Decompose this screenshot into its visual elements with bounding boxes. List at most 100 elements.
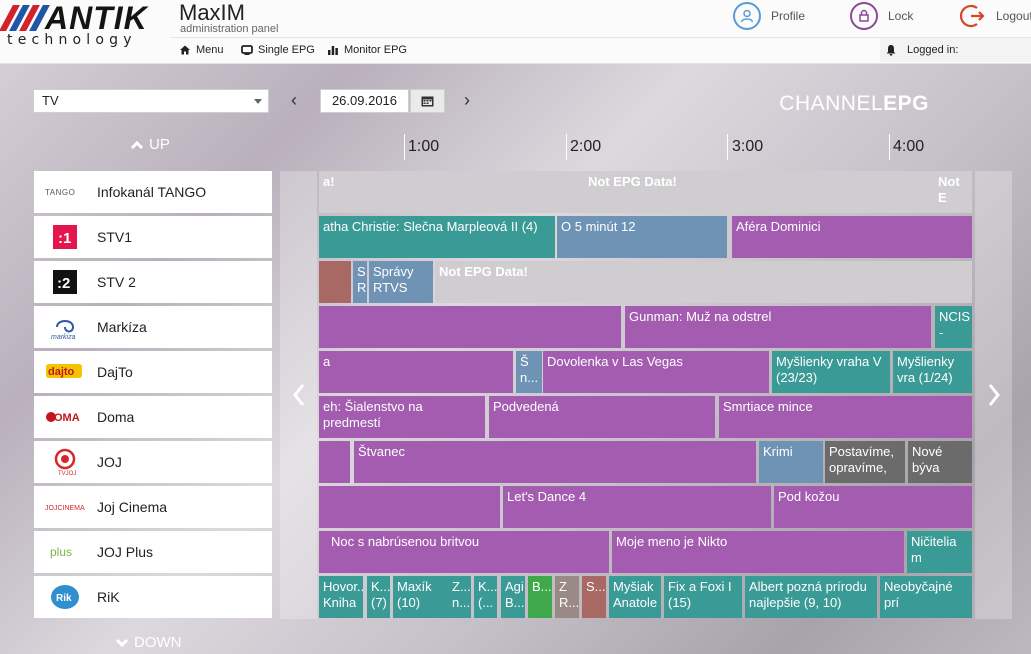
antik-logo: ANTIK: [0, 2, 148, 34]
channel-item[interactable]: :1 STV1: [34, 216, 272, 258]
program-cell[interactable]: K... (7): [367, 576, 390, 618]
nav-single-epg[interactable]: Single EPG: [241, 44, 315, 56]
program-cell[interactable]: K... (...: [474, 576, 497, 618]
no-epg-cell[interactable]: Not EPG Data!: [435, 261, 972, 303]
program-cell[interactable]: Moje meno je Nikto: [612, 531, 904, 573]
program-cell[interactable]: Hovor... Kniha: [319, 576, 363, 618]
scroll-left-button[interactable]: [280, 171, 317, 619]
channel-item[interactable]: :2 STV 2: [34, 261, 272, 303]
no-epg-cell[interactable]: Not EPG Data!: [588, 174, 677, 189]
program-cell[interactable]: O 5 minút 12: [557, 216, 727, 258]
logged-in-label: Logged in:: [907, 44, 959, 56]
channel-item[interactable]: Rik RiK: [34, 576, 272, 618]
program-cell[interactable]: Let's Dance 4: [503, 486, 771, 528]
scroll-up-button[interactable]: UP: [130, 136, 170, 153]
program-cell[interactable]: S...: [582, 576, 606, 618]
view-title-part2: EPG: [883, 92, 929, 115]
program-cell[interactable]: [319, 261, 351, 303]
no-epg-cell[interactable]: Not E: [938, 174, 960, 205]
nav-divider: [170, 37, 1031, 38]
time-tick: [727, 134, 728, 160]
program-cell[interactable]: Dovolenka v Las Vegas: [543, 351, 769, 393]
program-cell[interactable]: S R: [353, 261, 367, 303]
app-title: MaxIM: [179, 0, 245, 25]
bar-chart-icon: [328, 46, 338, 55]
logged-in-bar: Logged in:: [880, 38, 1031, 62]
channel-item[interactable]: TANGO Infokanál TANGO: [34, 171, 272, 213]
channel-type-select[interactable]: TV: [33, 89, 269, 113]
nav-menu-label: Menu: [196, 44, 224, 56]
channel-item[interactable]: TVJOJ JOJ: [34, 441, 272, 483]
scroll-right-button[interactable]: [975, 171, 1012, 619]
scroll-up-label: UP: [149, 136, 170, 153]
svg-text:plus: plus: [50, 545, 72, 559]
channel-item[interactable]: OMA Doma: [34, 396, 272, 438]
joj-plus-logo: plus: [36, 537, 94, 567]
next-day-button[interactable]: ›: [464, 90, 470, 110]
program-cell[interactable]: atha Christie: Slečna Marpleová II (4): [319, 216, 555, 258]
chevron-up-icon: [130, 140, 144, 149]
channel-name: Infokanál TANGO: [97, 184, 207, 200]
nav-menu[interactable]: Menu: [179, 44, 224, 56]
program-cell[interactable]: a: [319, 351, 513, 393]
program-cell[interactable]: Správy RTVS: [369, 261, 433, 303]
chevron-down-icon: [254, 99, 262, 104]
program-cell[interactable]: Myšiak Anatole: [609, 576, 661, 618]
calendar-button[interactable]: [410, 89, 445, 113]
scroll-down-button[interactable]: DOWN: [115, 634, 182, 651]
program-cell[interactable]: [319, 441, 350, 483]
program-cell[interactable]: [319, 531, 327, 573]
nav-monitor-epg[interactable]: Monitor EPG: [327, 44, 407, 56]
program-cell[interactable]: [319, 486, 500, 528]
program-cell[interactable]: Albert pozná prírodu najlepšie (9, 10): [745, 576, 877, 618]
program-cell[interactable]: Gunman: Muž na odstrel: [625, 306, 931, 348]
program-cell[interactable]: B...: [528, 576, 552, 618]
program-cell[interactable]: Pod kožou: [774, 486, 972, 528]
svg-text:JOJCINEMA: JOJCINEMA: [45, 505, 85, 512]
time-label: 4:00: [893, 138, 925, 155]
program-cell[interactable]: Z... n...: [448, 576, 471, 618]
chevron-down-icon: [115, 638, 129, 647]
program-cell[interactable]: Aféra Dominici: [732, 216, 972, 258]
program-cell[interactable]: Myšlienky vra (1/24): [893, 351, 972, 393]
program-cell[interactable]: eh: Šialenstvo na predmestí: [319, 396, 485, 438]
tango-logo: TANGO: [36, 177, 94, 207]
program-cell[interactable]: Štvanec: [354, 441, 756, 483]
channel-name: Joj Cinema: [97, 499, 168, 515]
profile-button[interactable]: Profile: [733, 0, 805, 32]
program-cell[interactable]: Postavíme, opravíme,: [825, 441, 905, 483]
joj-cinema-logo: JOJCINEMA: [36, 492, 94, 522]
program-cell[interactable]: Myšlienky vraha V (23/23): [772, 351, 890, 393]
channel-item[interactable]: markiza Markíza: [34, 306, 272, 348]
no-epg-cell[interactable]: a!: [319, 171, 972, 213]
program-cell[interactable]: Maxík (10): [393, 576, 452, 618]
program-cell[interactable]: Ničitelia m: [907, 531, 972, 573]
program-cell[interactable]: Neobyčajné prí: [880, 576, 972, 618]
channel-item[interactable]: JOJCINEMA Joj Cinema: [34, 486, 272, 528]
prev-day-button[interactable]: ‹: [291, 90, 297, 110]
program-cell[interactable]: Z R...: [555, 576, 579, 618]
program-cell[interactable]: Krimi: [759, 441, 823, 483]
time-label: 3:00: [732, 138, 764, 155]
channel-item[interactable]: dajto DajTo: [34, 351, 272, 393]
lock-button[interactable]: Lock: [850, 0, 913, 32]
svg-text:Rik: Rik: [56, 593, 72, 604]
program-cell[interactable]: [319, 306, 621, 348]
channel-name: Doma: [97, 409, 135, 425]
program-cell[interactable]: NCIS -: [935, 306, 972, 348]
program-cell[interactable]: Nové býva: [908, 441, 972, 483]
doma-logo: OMA: [36, 402, 94, 432]
logout-button[interactable]: Logout: [958, 0, 1031, 32]
program-cell[interactable]: Š n...: [516, 351, 542, 393]
program-cell[interactable]: Agi B...: [501, 576, 525, 618]
tv-icon: [241, 45, 253, 55]
program-cell[interactable]: Fix a Foxi I (15): [664, 576, 742, 618]
channel-type-value: TV: [42, 93, 59, 108]
date-input[interactable]: 26.09.2016: [320, 89, 409, 113]
channel-item[interactable]: plus JOJ Plus: [34, 531, 272, 573]
program-cell[interactable]: Podvedená: [489, 396, 715, 438]
program-cell[interactable]: Noc s nabrúsenou britvou: [327, 531, 609, 573]
bell-icon: [886, 45, 896, 56]
chevron-left-icon: [292, 384, 304, 406]
program-cell[interactable]: Smrtiace mince: [719, 396, 972, 438]
